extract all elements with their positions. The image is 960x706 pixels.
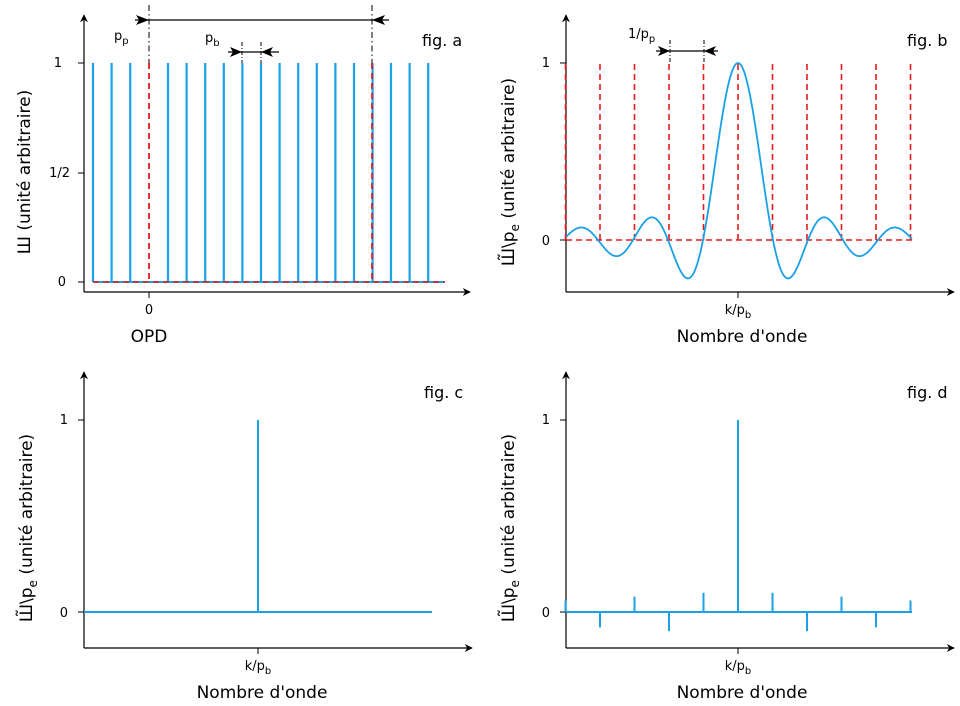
panel-a-pb-arrowhead-right (261, 47, 273, 57)
panel-d-xlabel: Nombre d'onde (677, 683, 808, 703)
panel-b-label: fig. b (907, 31, 948, 50)
panel-a-pp-label: pp (114, 29, 129, 47)
panel-b-spacing-arrowhead-left (658, 46, 670, 56)
panel-c-ytick-1: 1 (60, 413, 68, 428)
panel-c-ylabel: Ш̃\pe (unité arbitraire) (15, 434, 40, 622)
panel-b-xtick: k/pb (725, 303, 752, 321)
panel-b-ylabel: Ш̃\pe (unité arbitraire) (497, 78, 522, 266)
panel-a-pb-arrowhead-left (230, 47, 242, 57)
panel-c-label: fig. c (424, 383, 463, 402)
panel-d: 1 0 k/pb Nombre d'onde Ш̃\pe (unité arbi… (497, 371, 955, 703)
panel-a-pp-arrowhead-left (136, 15, 149, 25)
panel-a: 1 1/2 0 0 OPD Ш (unité arbitraire) fig. … (15, 5, 471, 347)
panel-c-ytick-0: 0 (60, 606, 68, 621)
panel-a-ytick-0: 0 (58, 275, 66, 290)
panel-d-ylabel: Ш̃\pe (unité arbitraire) (497, 434, 522, 622)
panel-a-pb-label: pb (205, 31, 220, 49)
panel-b-ytick-0: 0 (542, 234, 550, 249)
panel-a-xtick-0: 0 (145, 303, 153, 318)
panel-c-xtick: k/pb (245, 659, 272, 677)
panel-b-sinc-curve (565, 62, 913, 280)
panel-c-xlabel: Nombre d'onde (197, 683, 328, 703)
panel-c: 1 0 k/pb Nombre d'onde Ш̃\pe (unité arbi… (15, 371, 473, 703)
panel-a-xlabel: OPD (131, 327, 168, 347)
panel-a-pp-arrowhead-right (372, 15, 385, 25)
panel-b-dashed-comb (564, 63, 912, 240)
panel-b: 1 0 k/pb Nombre d'onde Ш̃\pe (unité arbi… (497, 14, 955, 347)
panel-a-comb (91, 63, 430, 282)
panel-d-label: fig. d (907, 383, 948, 402)
panel-d-ytick-1: 1 (542, 413, 550, 428)
panel-d-ytick-0: 0 (542, 606, 550, 621)
panel-b-spacing-label: 1/pp (628, 27, 655, 45)
panel-a-label: fig. a (422, 31, 462, 50)
panel-a-ytick-half: 1/2 (49, 166, 70, 181)
panel-b-ytick-1: 1 (542, 56, 550, 71)
panel-b-spacing-arrowhead-right (704, 46, 716, 56)
panel-a-ylabel: Ш (unité arbitraire) (15, 90, 35, 254)
panel-d-xtick: k/pb (725, 659, 752, 677)
panel-a-ytick-1: 1 (54, 56, 62, 71)
panel-b-xlabel: Nombre d'onde (677, 327, 808, 347)
panel-d-side-peaks (564, 592, 912, 632)
